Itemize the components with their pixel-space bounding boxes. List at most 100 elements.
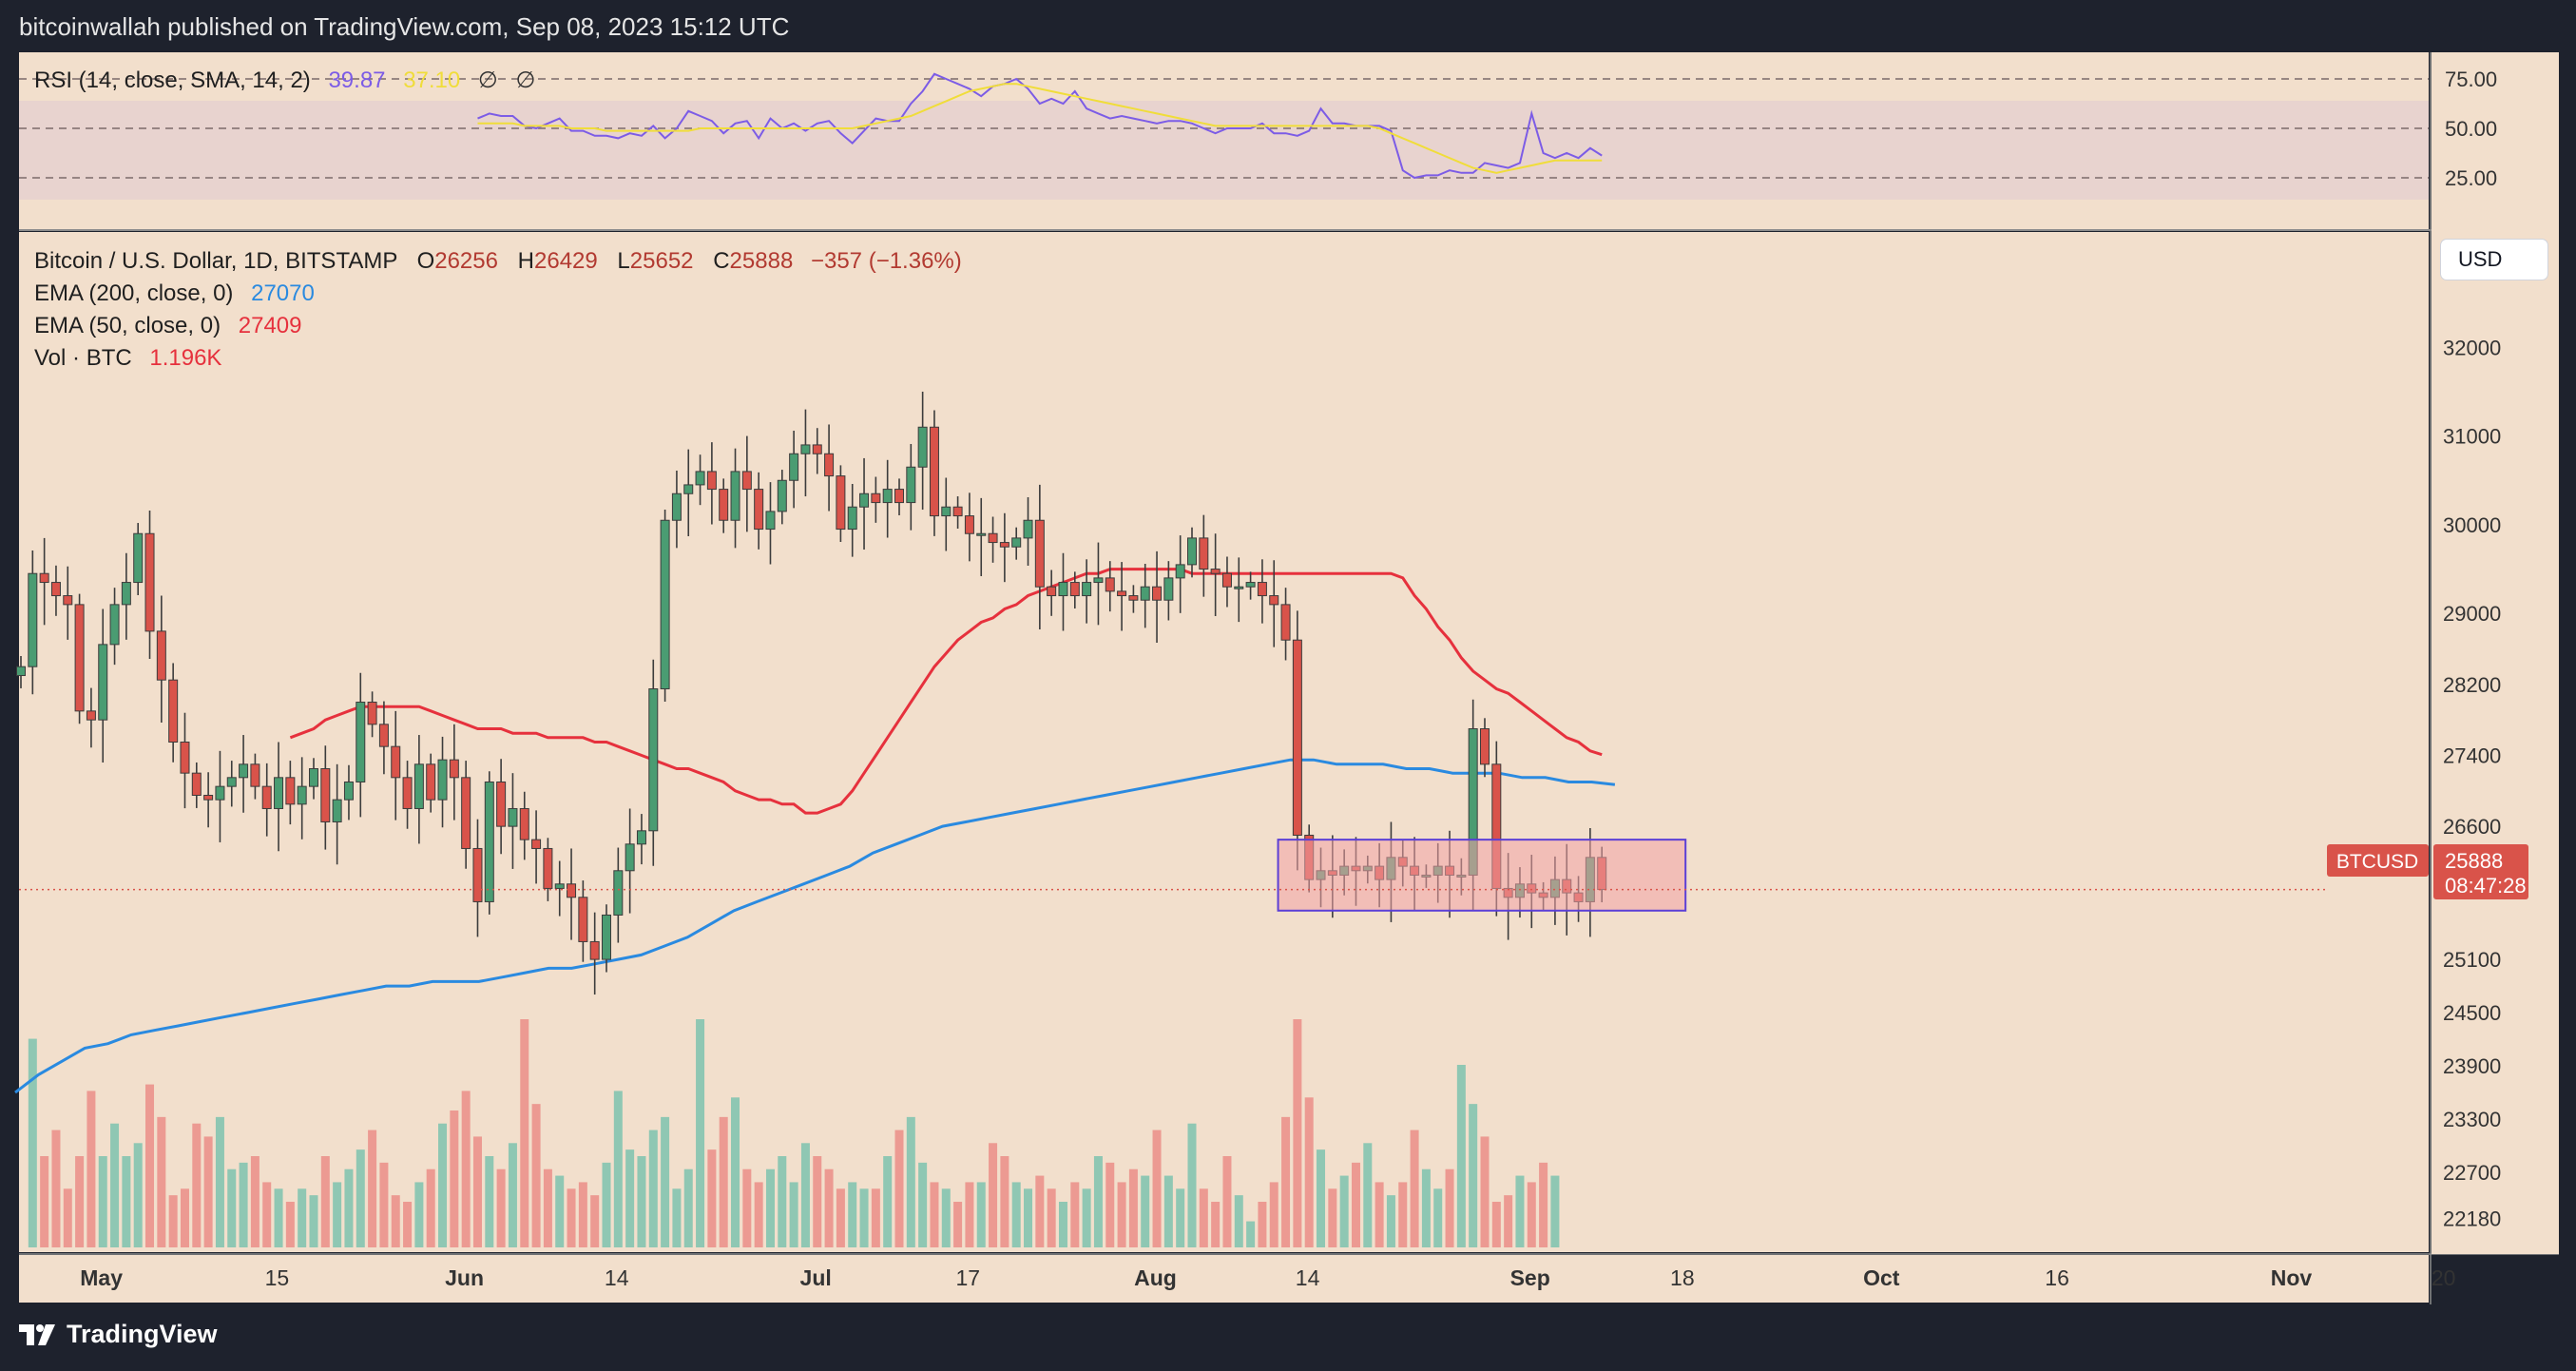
volume-bar	[227, 1168, 237, 1247]
volume-bar	[215, 1116, 224, 1247]
candle-body	[894, 489, 904, 504]
open-label: O	[417, 248, 435, 274]
rsi-line	[477, 72, 1603, 180]
rsi-lines	[477, 72, 1603, 180]
volume-bar	[1082, 1188, 1091, 1247]
volume-bar	[110, 1123, 120, 1247]
ema50-legend: EMA (50, close, 0) 27409	[34, 313, 302, 338]
rsi-tick-label: 75.00	[2445, 68, 2497, 91]
volume-bar	[789, 1182, 798, 1247]
tradingview-logo-icon	[19, 1323, 55, 1345]
volume-bar	[1351, 1162, 1360, 1247]
rsi-pane[interactable]	[19, 52, 2429, 229]
candle-body	[777, 479, 787, 512]
time-axis[interactable]	[19, 1255, 2429, 1303]
candle-body	[578, 897, 588, 942]
rsi-tick-label: 25.00	[2445, 166, 2497, 190]
currency-button[interactable]: USD	[2441, 240, 2547, 280]
price-tick-label: 23300	[2443, 1108, 2501, 1131]
volume-bar	[485, 1156, 494, 1247]
volume-bar	[1375, 1182, 1384, 1247]
volume-bar	[1410, 1130, 1419, 1247]
tradingview-logo[interactable]: TradingView	[19, 1320, 218, 1349]
volume-bar	[848, 1182, 857, 1247]
volume-bar	[1199, 1188, 1208, 1247]
volume-bar	[239, 1162, 248, 1247]
ema50-line	[289, 568, 1603, 815]
price-tick-label: 22180	[2443, 1207, 2501, 1231]
volume-bar	[379, 1162, 389, 1247]
close-label: C	[713, 248, 729, 274]
volume-bar	[98, 1156, 107, 1247]
volume-bar	[1515, 1175, 1525, 1247]
candle-body	[121, 582, 131, 606]
price-tick-label: 30000	[2443, 513, 2501, 537]
volume-bar	[1105, 1162, 1115, 1247]
high-label: H	[518, 248, 534, 274]
candle-body	[39, 572, 49, 584]
price-tick-label: 24500	[2443, 1001, 2501, 1025]
volume-bar	[298, 1188, 307, 1247]
volume-bar	[1456, 1065, 1466, 1247]
volume-bar	[145, 1084, 155, 1247]
publisher-header: bitcoinwallah published on TradingView.c…	[19, 12, 790, 41]
volume-bar	[309, 1195, 318, 1247]
candle-body	[812, 444, 822, 454]
price-tick-label: 25100	[2443, 948, 2501, 972]
candle-body	[1152, 586, 1163, 601]
volume-bar	[930, 1182, 939, 1247]
candle-body	[63, 595, 73, 606]
volume-bar	[403, 1202, 413, 1247]
consolidation-box[interactable]	[1277, 839, 1687, 912]
price-tick-label: 32000	[2443, 336, 2501, 359]
volume-bar	[1304, 1097, 1314, 1247]
candle-body	[941, 506, 952, 517]
volume-bar	[836, 1188, 845, 1247]
candle-body	[1082, 582, 1092, 597]
volume-bar	[941, 1188, 951, 1247]
rsi-band	[19, 101, 2429, 200]
volume-bar	[1504, 1195, 1513, 1247]
price-tick-label: 29000	[2443, 602, 2501, 626]
volume-bar	[1128, 1168, 1138, 1247]
candle-body	[589, 940, 600, 960]
time-axis-ticks: May 15 Jun 14 Jul 17 Aug 14 Sep 18 Oct 16 Nov 20	[80, 1265, 2455, 1290]
volume-bar	[1386, 1195, 1395, 1247]
candle-body	[1257, 582, 1267, 597]
volume-legend: Vol · BTC 1.196K	[34, 345, 221, 371]
candle-body	[367, 702, 377, 725]
candle-body	[50, 582, 61, 597]
price-pane[interactable]	[19, 232, 2429, 1252]
price-tick-label: 23900	[2443, 1054, 2501, 1078]
volume-bar	[543, 1168, 552, 1247]
candle-body	[309, 767, 318, 787]
candle-body	[754, 489, 764, 531]
volume-bar	[1222, 1156, 1232, 1247]
time-tick-label: Oct	[1863, 1265, 1900, 1290]
low-label: L	[617, 248, 629, 274]
price-tick-label: 27400	[2443, 743, 2501, 767]
ema-lines	[14, 568, 1616, 1094]
candle-body	[1199, 537, 1209, 570]
candle-body	[356, 702, 366, 782]
candle-body	[1069, 582, 1080, 597]
volume-bar	[555, 1175, 565, 1247]
ema200-line	[14, 758, 1616, 1094]
volume-bar	[719, 1116, 728, 1247]
volume-bar	[51, 1130, 61, 1247]
volume-bars	[28, 1019, 1560, 1247]
candle-body	[261, 785, 272, 809]
candle-body	[191, 772, 202, 796]
rsi-extra-2: ∅	[516, 68, 536, 93]
rsi-legend-label: RSI (14, close, SMA, 14, 2)	[34, 68, 311, 93]
volume-bar	[965, 1182, 974, 1247]
symbol-title: Bitcoin / U.S. Dollar, 1D, BITSTAMP	[34, 248, 397, 274]
candle-body	[882, 489, 893, 504]
volume-bar	[625, 1149, 635, 1247]
candle-body	[215, 785, 225, 801]
volume-bar	[461, 1091, 471, 1247]
volume-bar	[1480, 1136, 1490, 1247]
volume-bar	[871, 1188, 880, 1247]
volume-bar	[1258, 1202, 1267, 1247]
